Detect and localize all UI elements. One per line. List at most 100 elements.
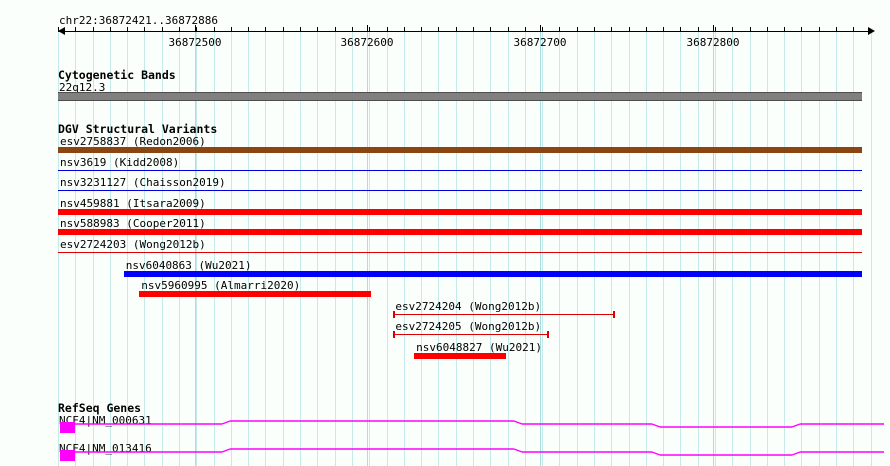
ruler-tick-label: 36872800 <box>686 36 740 49</box>
ruler-tick <box>58 27 59 32</box>
feature-end-cap <box>393 311 396 318</box>
ruler-tick <box>127 27 128 32</box>
gridline <box>421 30 422 466</box>
track-label: esv2724203 (Wong2012b) <box>60 238 206 251</box>
gridline <box>179 30 180 466</box>
ruler-tick <box>265 27 266 32</box>
gridline <box>646 30 647 466</box>
track-label: esv2758837 (Redon2006) <box>60 135 206 148</box>
variant-feature-bar[interactable] <box>58 147 862 153</box>
gridline <box>784 30 785 466</box>
ruler-tick <box>732 27 733 32</box>
gene-intron-line[interactable] <box>74 444 890 466</box>
feature-end-cap <box>393 331 396 338</box>
gene-exon-block[interactable] <box>60 450 75 461</box>
gridline <box>93 30 94 466</box>
ruler-tick <box>110 27 111 32</box>
ruler-tick-major <box>195 25 196 32</box>
gridline <box>214 30 215 466</box>
variant-feature-line[interactable] <box>58 170 862 171</box>
ruler-tick <box>801 27 802 32</box>
ruler-tick <box>853 27 854 32</box>
gridline <box>732 30 733 466</box>
gridline <box>317 30 318 466</box>
gridline <box>456 30 457 466</box>
gridline-major <box>195 30 196 466</box>
gridline <box>110 30 111 466</box>
gridline <box>767 30 768 466</box>
section-title-cytogenetic-bands: Cytogenetic Bands <box>58 68 176 82</box>
track-label: 22q12.3 <box>59 81 106 94</box>
gridline <box>196 30 197 466</box>
ruler-tick-major <box>540 25 541 32</box>
track-label: nsv3231127 (Chaisson2019) <box>60 176 226 189</box>
gridline <box>387 30 388 466</box>
feature-end-cap <box>547 331 550 338</box>
gene-intron-line[interactable] <box>74 416 890 438</box>
ruler-tick-label: 36872500 <box>168 36 222 49</box>
gridline <box>611 30 612 466</box>
gridline <box>352 30 353 466</box>
gridline <box>629 30 630 466</box>
ruler-tick <box>352 27 353 32</box>
variant-feature-line[interactable] <box>58 252 862 253</box>
ruler-tick <box>283 27 284 32</box>
track-label: nsv5960995 (Almarri2020) <box>141 279 301 292</box>
ruler-tick <box>93 27 94 32</box>
ruler-tick <box>715 27 716 32</box>
ruler-tick <box>438 27 439 32</box>
ruler-tick <box>300 27 301 32</box>
ruler-tick <box>784 27 785 32</box>
variant-feature-line[interactable] <box>58 190 862 191</box>
gridline <box>715 30 716 466</box>
track-label: nsv6048827 (Wu2021) <box>416 341 543 354</box>
variant-feature-bar[interactable] <box>58 209 862 215</box>
section-title-refseq-genes: RefSeq Genes <box>58 401 142 415</box>
gridline <box>58 30 59 466</box>
region-coordinates-label: chr22:36872421..36872886 <box>59 14 218 27</box>
arrow-right-icon <box>868 27 875 35</box>
ruler-tick-major <box>713 25 714 32</box>
gridline <box>283 30 284 466</box>
track-label: nsv459881 (Itsara2009) <box>60 197 206 210</box>
gridline <box>750 30 751 466</box>
ruler-tick-label: 36872700 <box>513 36 567 49</box>
gridline <box>127 30 128 466</box>
ruler-tick <box>577 27 578 32</box>
gridline-major <box>713 30 714 466</box>
cytoband-feature[interactable] <box>58 92 862 101</box>
variant-feature-bar[interactable] <box>123 271 862 277</box>
ruler-tick <box>611 27 612 32</box>
variant-feature-bar[interactable] <box>414 353 506 359</box>
gridline-major <box>367 30 368 466</box>
gridline <box>144 30 145 466</box>
gridline <box>559 30 560 466</box>
section-title-dgv-structural-variants: DGV Structural Variants <box>58 122 218 136</box>
variant-feature-bar[interactable] <box>58 229 862 235</box>
variant-feature-bar[interactable] <box>139 291 371 297</box>
ruler-tick <box>248 27 249 32</box>
ruler-tick <box>214 27 215 32</box>
coordinate-ruler[interactable] <box>58 27 875 35</box>
ruler-tick <box>836 27 837 32</box>
gridline <box>508 30 509 466</box>
gridline <box>698 30 699 466</box>
ruler-tick <box>335 27 336 32</box>
gridline <box>871 30 872 466</box>
variant-feature-capped[interactable] <box>393 311 615 318</box>
track-label: esv2724205 (Wong2012b) <box>395 320 542 333</box>
gene-exon-block[interactable] <box>60 422 75 433</box>
gridline <box>836 30 837 466</box>
gridline <box>248 30 249 466</box>
ruler-tick <box>508 27 509 32</box>
ruler-tick <box>680 27 681 32</box>
feature-end-cap <box>612 311 615 318</box>
gridline <box>853 30 854 466</box>
track-label: nsv3619 (Kidd2008) <box>60 156 180 169</box>
ruler-tick <box>317 27 318 32</box>
gridline <box>525 30 526 466</box>
ruler-tick <box>663 27 664 32</box>
ruler-tick <box>179 27 180 32</box>
variant-feature-capped[interactable] <box>393 331 550 338</box>
